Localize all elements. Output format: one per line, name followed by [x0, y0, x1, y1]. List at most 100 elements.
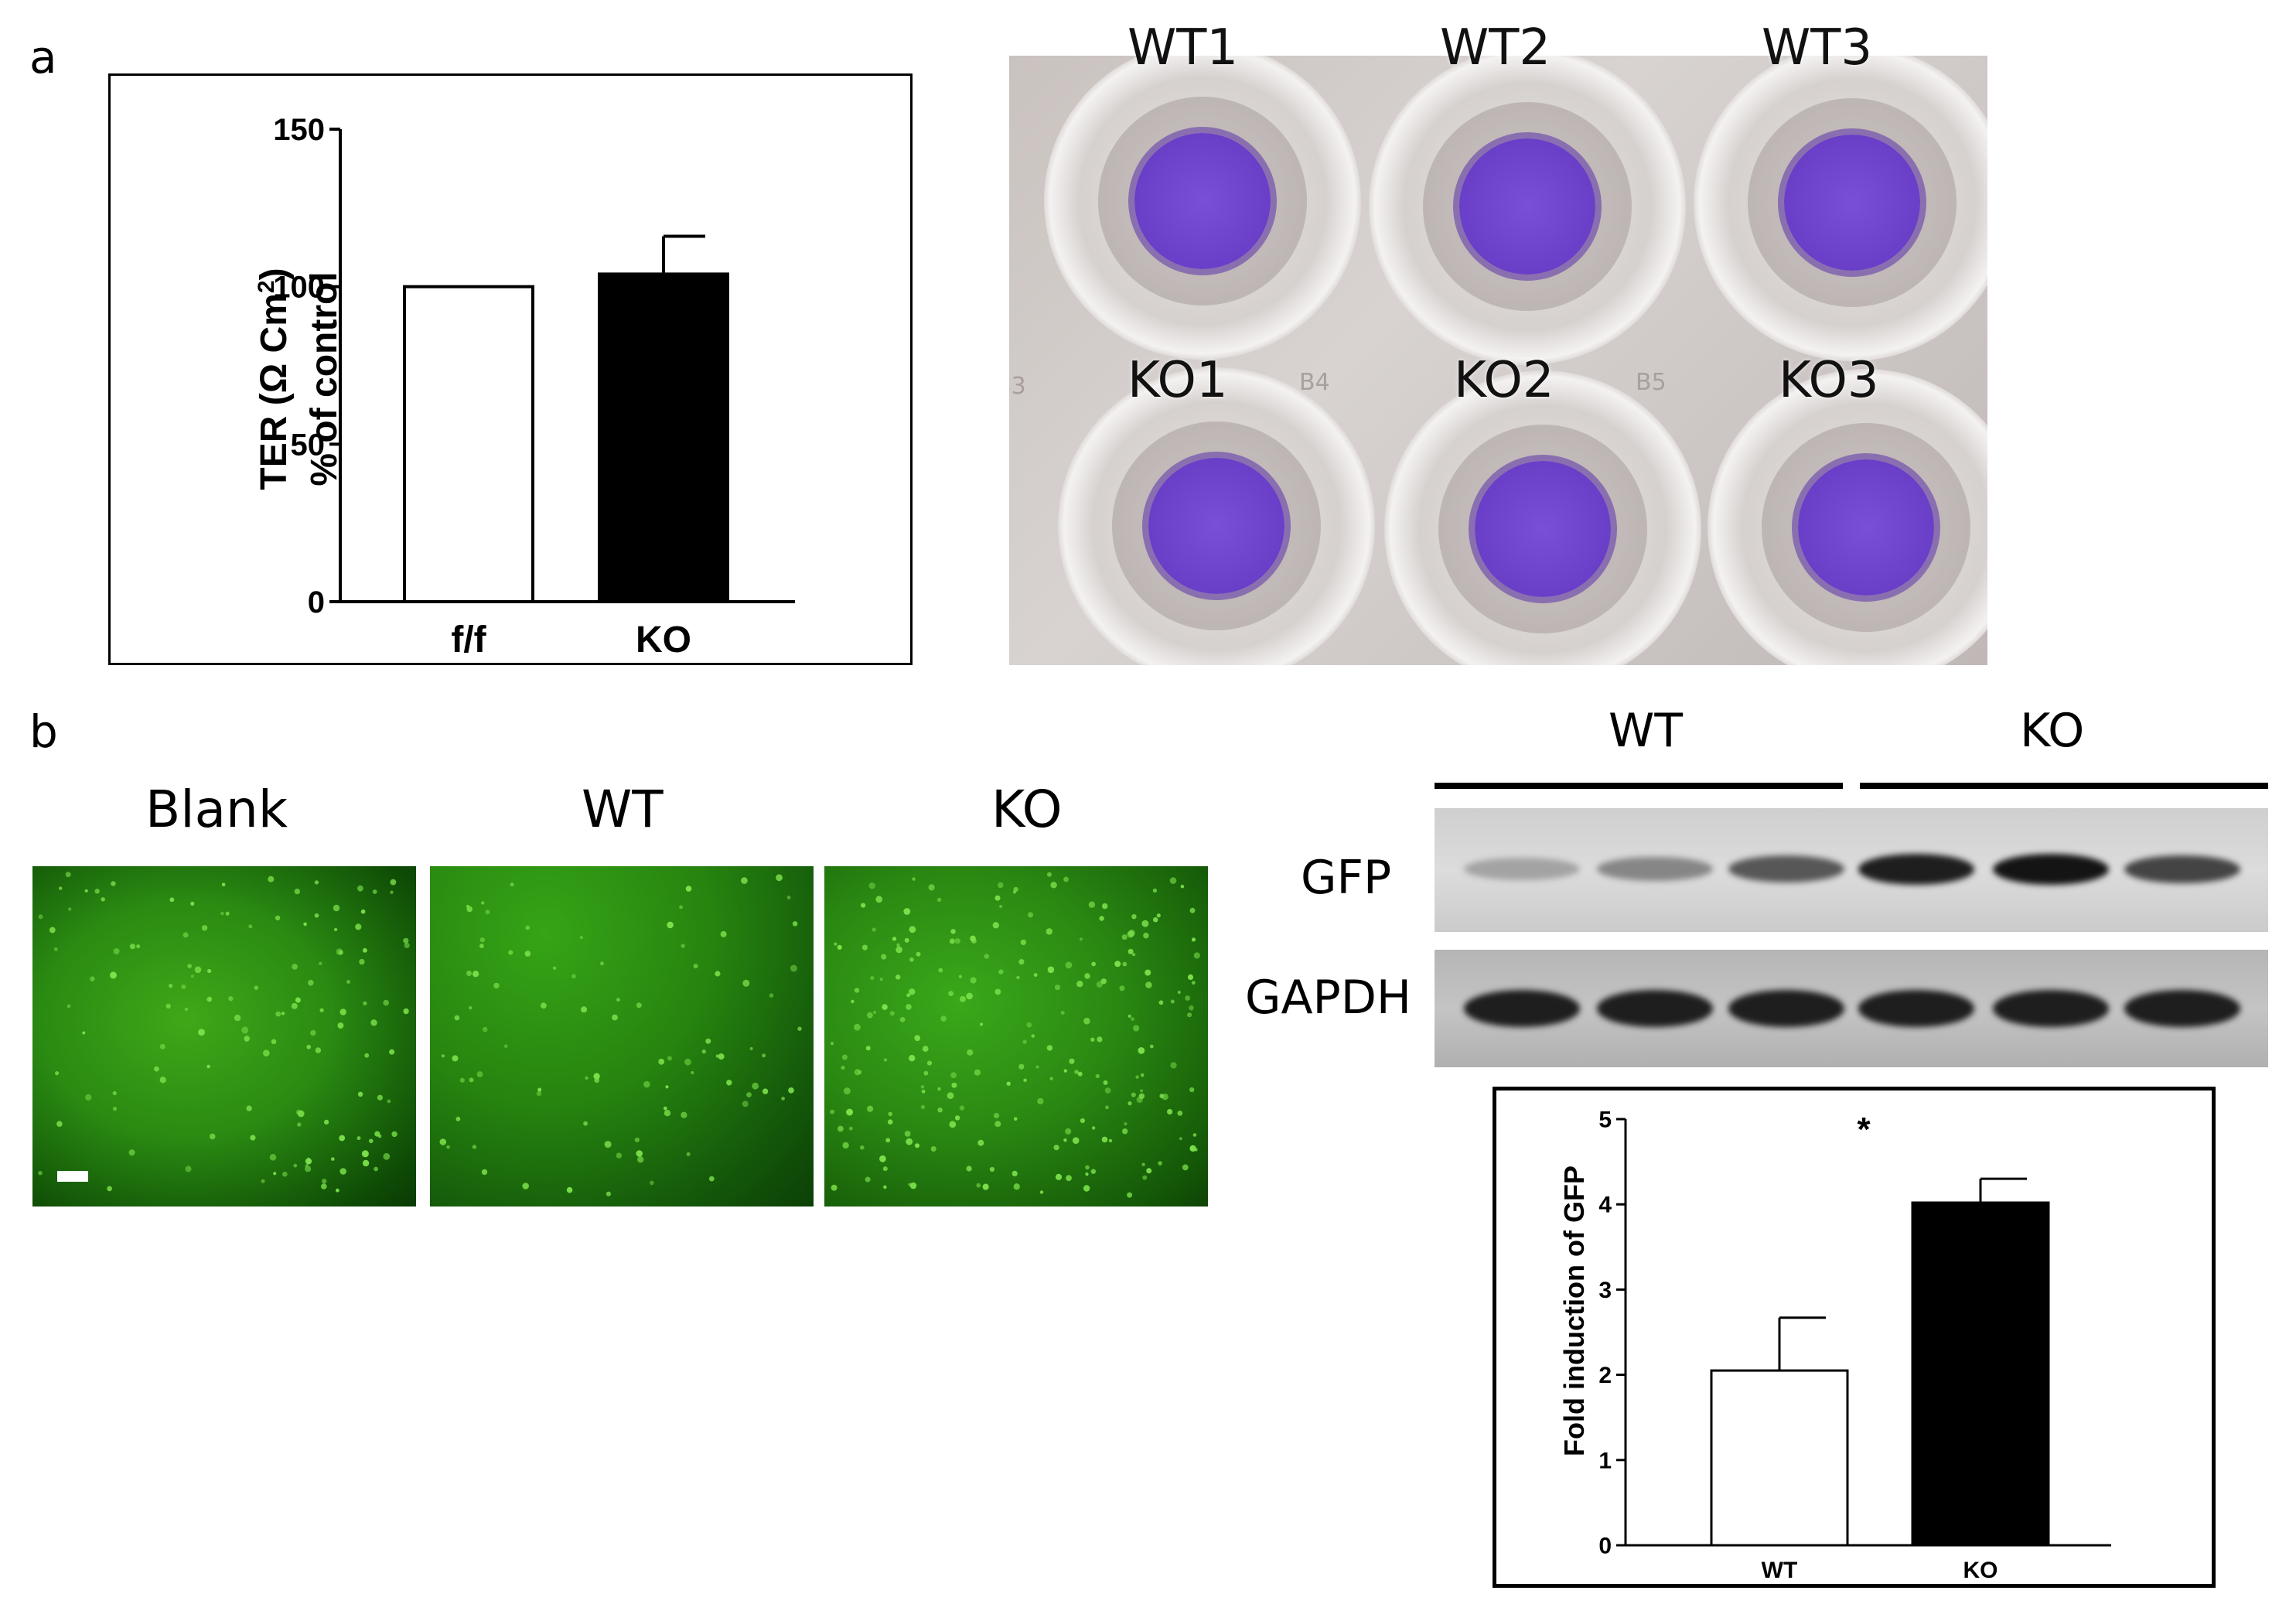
gfp-y-axis-label: Fold induction of GFP	[1558, 1166, 1590, 1456]
fluorescent-cell	[136, 944, 141, 949]
blot-band	[1464, 857, 1580, 880]
fluorescent-cell	[1088, 901, 1096, 908]
fluorescent-cell	[294, 888, 300, 895]
fluorescent-cell	[1046, 1045, 1053, 1051]
fluorescent-cell	[363, 947, 367, 953]
fluorescent-cell	[566, 1186, 573, 1193]
fluorescent-cell	[904, 1131, 911, 1137]
fluorescent-cell	[1189, 1005, 1194, 1011]
fluorescent-cell	[906, 1138, 913, 1145]
fluorescent-cell	[848, 1126, 853, 1131]
fluorescent-cell	[1169, 877, 1177, 884]
fluorescent-cell	[909, 957, 914, 962]
fluorescent-cell	[954, 1115, 960, 1121]
fluorescent-cell	[225, 911, 230, 916]
fluorescent-cell	[85, 1094, 92, 1101]
blot-group-bar-ko	[1860, 783, 2268, 789]
fluorescent-cell	[936, 897, 942, 903]
fluorescent-cell	[974, 1069, 981, 1076]
fluorescent-cell	[369, 1138, 374, 1144]
fluorescent-cell	[1090, 1037, 1095, 1042]
fluorescent-cell	[391, 1131, 397, 1138]
fluorescent-cell	[593, 1073, 600, 1080]
fluorescent-cell	[49, 927, 56, 933]
fluorescent-cell	[581, 1006, 587, 1013]
fluorescent-cell	[1091, 1126, 1096, 1130]
fluorescent-cell	[38, 914, 43, 920]
fluorescent-cell	[830, 1042, 834, 1046]
fluorescent-cell	[1103, 1080, 1108, 1085]
fluorescent-cell	[1069, 1058, 1075, 1064]
fluorescent-cell	[879, 978, 883, 981]
fluorescent-cell	[336, 1188, 339, 1193]
fluorescent-cell	[781, 1097, 785, 1101]
fluorescent-cell	[292, 964, 298, 970]
fluorescent-cell	[1039, 1190, 1044, 1194]
fluorescent-cell	[1158, 1161, 1162, 1166]
fluorescent-cell	[355, 923, 362, 930]
fluorescent-cell	[481, 901, 485, 905]
fluorescent-cell	[169, 984, 173, 988]
ter-x-tick-label: f/f	[451, 619, 486, 660]
fluorescent-cell	[1136, 1096, 1143, 1104]
fluorescent-cell	[1141, 1162, 1145, 1166]
ter-y-tick-label: 50	[291, 428, 326, 462]
fluorescent-cell	[185, 1166, 192, 1172]
fluorescent-cell	[111, 881, 116, 886]
fluorescent-cell	[705, 1038, 711, 1044]
significance-marker: *	[1857, 1111, 1871, 1149]
fluorescent-cell	[1035, 1065, 1039, 1069]
blot-band	[1728, 990, 1844, 1027]
fluorescence-image-blank	[32, 866, 416, 1207]
fluorescent-cell	[769, 993, 774, 998]
fluorescent-cell	[921, 1089, 926, 1094]
fluorescent-cell	[112, 1090, 117, 1096]
fluorescent-cell	[752, 1082, 759, 1090]
fluorescent-cell	[1080, 1118, 1085, 1124]
fluorescent-cell	[685, 886, 692, 892]
fluorescent-cell	[906, 1004, 912, 1010]
fluorescent-cell	[1065, 961, 1073, 969]
fluorescent-cell	[1012, 890, 1016, 894]
fluorescent-cell	[190, 901, 195, 906]
fluorescent-cell	[951, 1082, 957, 1088]
fluorescent-cell	[977, 1139, 984, 1146]
fluorescent-cell	[650, 1180, 654, 1186]
plate-well-label: WT3	[1762, 19, 1873, 77]
fluorescent-cell	[220, 912, 224, 916]
fluorescent-cell	[693, 964, 698, 969]
fluorescent-cell	[67, 1004, 71, 1009]
fluorescent-cell	[966, 992, 973, 1000]
fluorescent-cell	[364, 1053, 370, 1058]
fluorescent-cell	[181, 984, 186, 989]
fluorescent-cell	[1119, 985, 1125, 992]
scale-bar	[57, 1171, 88, 1182]
fluorescent-cell	[1131, 1017, 1134, 1021]
fluorescent-cell	[522, 1183, 529, 1189]
fluorescent-cell	[885, 1138, 891, 1143]
fluorescent-cell	[1006, 1081, 1011, 1086]
fluorescent-cell	[1033, 973, 1038, 977]
fluorescent-cell	[128, 1149, 135, 1156]
fluorescent-cell	[851, 999, 855, 1004]
plate-embossed-label: B4	[1299, 369, 1330, 396]
fluorescent-cell	[322, 1179, 327, 1184]
gfp-bar-wt	[1710, 1369, 1849, 1547]
fluorescent-cell	[321, 1183, 327, 1189]
blot-group-label-ko: KO	[2020, 704, 2085, 758]
fluorescent-cell	[59, 886, 63, 890]
blot-strip-gfp	[1435, 808, 2268, 932]
fluorescent-cell	[858, 1070, 862, 1075]
fluorescent-cell	[524, 951, 531, 957]
fluorescent-cell	[1102, 903, 1108, 910]
fluorescent-cell	[606, 1191, 612, 1196]
ter-y-tick-label: 150	[273, 113, 325, 147]
fluorescent-cell	[209, 1133, 216, 1140]
fluorescent-cell	[1053, 1145, 1059, 1151]
fluorescent-cell	[834, 942, 838, 946]
blot-band	[1597, 856, 1713, 882]
fluorescent-cell	[1018, 1063, 1025, 1070]
fluorescent-cell	[896, 943, 900, 947]
fluorescent-cell	[221, 882, 226, 886]
fluorescent-cell	[271, 1039, 277, 1045]
